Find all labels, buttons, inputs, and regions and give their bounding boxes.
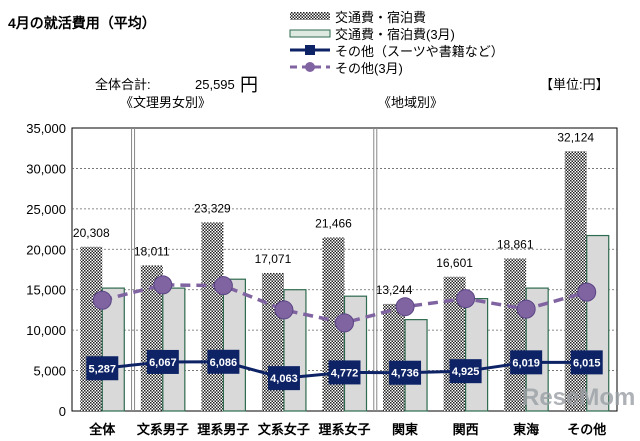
watermark: ReseMom bbox=[522, 384, 635, 411]
unit-note: 【単位:円】 bbox=[540, 77, 609, 92]
marker-other-march bbox=[456, 289, 476, 309]
line-data-label: 4,772 bbox=[331, 367, 359, 379]
y-tick-label: 30,000 bbox=[26, 161, 66, 176]
bar-data-label: 32,124 bbox=[557, 130, 594, 144]
bar-transport-march bbox=[343, 295, 368, 412]
y-tick-label: 0 bbox=[59, 404, 66, 419]
x-tick-label: 理系男子 bbox=[197, 422, 249, 437]
marker-other-march bbox=[153, 275, 173, 295]
marker-other bbox=[510, 350, 543, 375]
line-data-label: 4,925 bbox=[452, 366, 480, 378]
bar-transport-march bbox=[101, 287, 125, 412]
bar-data-label: 17,071 bbox=[255, 252, 292, 266]
marker-other bbox=[328, 360, 361, 385]
marker-other bbox=[207, 349, 240, 374]
bar-transport bbox=[201, 222, 224, 411]
legend-swatch-transport bbox=[290, 12, 330, 20]
marker-other-march bbox=[335, 313, 354, 333]
bar-transport bbox=[383, 303, 406, 411]
legend-swatch-transport-march bbox=[289, 29, 331, 38]
marker-other-march bbox=[516, 299, 536, 319]
legend-marker-other-march bbox=[305, 62, 315, 72]
marker-other-march bbox=[274, 300, 294, 320]
marker-other bbox=[86, 356, 119, 381]
total-unit: 円 bbox=[240, 75, 258, 95]
x-tick-label: その他 bbox=[567, 422, 606, 437]
bar-data-label: 16,601 bbox=[436, 256, 473, 270]
line-data-label: 4,063 bbox=[270, 373, 298, 385]
bar-data-label: 23,329 bbox=[194, 201, 231, 215]
x-tick-label: 東海 bbox=[513, 422, 539, 437]
x-tick-label: 文系男子 bbox=[137, 422, 189, 437]
y-tick-label: 25,000 bbox=[26, 202, 66, 217]
group-label-region: 《地域別》 bbox=[378, 95, 443, 110]
x-tick-label: 関東 bbox=[392, 422, 418, 437]
marker-other bbox=[449, 359, 482, 384]
bar-transport-march bbox=[465, 298, 489, 412]
marker-other-march bbox=[213, 276, 233, 296]
line-data-label: 6,086 bbox=[210, 357, 238, 369]
legend-label: 交通費・宿泊費 bbox=[335, 10, 426, 25]
bar-data-label: 18,861 bbox=[497, 237, 534, 251]
legend-marker-other bbox=[305, 45, 315, 55]
bar-transport bbox=[564, 151, 587, 411]
y-tick-label: 15,000 bbox=[26, 283, 66, 298]
bar-transport-march bbox=[222, 278, 246, 412]
x-tick-label: 全体 bbox=[88, 422, 116, 437]
line-data-label: 6,019 bbox=[512, 357, 540, 369]
bar-transport-march bbox=[162, 287, 186, 412]
line-other-march bbox=[101, 283, 588, 325]
marker-other bbox=[389, 360, 422, 385]
total-label: 全体合計: bbox=[95, 77, 151, 92]
x-tick-label: 関西 bbox=[453, 422, 479, 437]
marker-other bbox=[267, 366, 300, 391]
legend-label: 交通費・宿泊費(3月) bbox=[335, 27, 455, 42]
bar-transport bbox=[261, 272, 284, 411]
y-tick-label: 35,000 bbox=[26, 121, 66, 136]
bar-data-label: 18,011 bbox=[134, 244, 170, 258]
marker-other-march bbox=[395, 297, 415, 317]
bar-data-label: 21,466 bbox=[315, 216, 352, 230]
legend-label: その他（スーツや書籍など） bbox=[335, 44, 504, 59]
line-data-label: 5,287 bbox=[89, 363, 117, 375]
line-data-label: 6,067 bbox=[149, 357, 177, 369]
group-label-gender: 《文理男女別》 bbox=[120, 95, 211, 110]
y-tick-label: 5,000 bbox=[33, 364, 66, 379]
legend-label: その他(3月) bbox=[335, 61, 403, 76]
marker-other-march bbox=[92, 290, 112, 310]
chart-title: 4月の就活費用（平均） bbox=[8, 15, 156, 31]
x-tick-label: 文系女子 bbox=[258, 422, 310, 437]
line-data-label: 4,736 bbox=[391, 368, 419, 380]
y-tick-label: 20,000 bbox=[26, 242, 66, 257]
marker-other bbox=[146, 349, 179, 374]
bar-transport-march bbox=[525, 287, 549, 412]
bar-transport bbox=[140, 265, 163, 411]
y-tick-label: 10,000 bbox=[26, 323, 66, 338]
bar-data-label: 13,244 bbox=[376, 283, 413, 297]
total-value: 25,595 bbox=[195, 77, 235, 92]
x-tick-label: 理系女子 bbox=[318, 422, 370, 437]
line-data-label: 6,015 bbox=[573, 357, 601, 369]
marker-other bbox=[570, 350, 603, 375]
bar-data-label: 20,308 bbox=[73, 226, 110, 240]
marker-other-march bbox=[577, 282, 597, 302]
plot-area: 0 5,000 10,000 15,000 20,000 25,000 30,000 35,0… bbox=[26, 121, 618, 437]
bar-transport bbox=[80, 246, 103, 411]
